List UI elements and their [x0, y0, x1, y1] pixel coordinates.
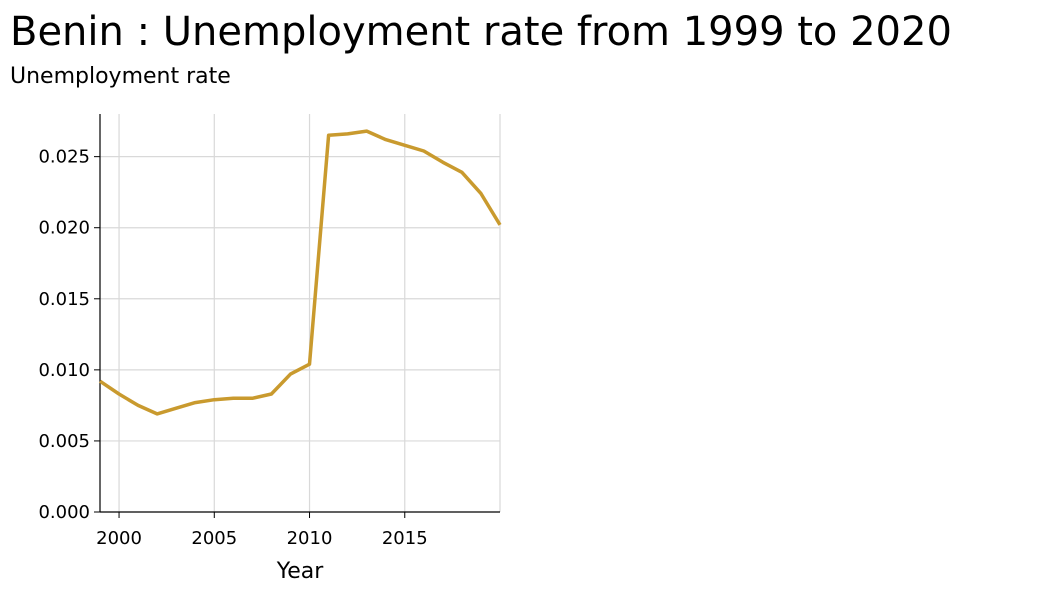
- y-tick-label: 0.000: [38, 502, 90, 523]
- x-tick-label: 2015: [382, 528, 428, 549]
- chart-title: Benin : Unemployment rate from 1999 to 2…: [10, 9, 952, 55]
- series-line: [99, 129, 502, 416]
- y-tick-label: 0.015: [38, 289, 90, 310]
- axes: [94, 114, 500, 518]
- x-tick-label: 2000: [96, 528, 142, 549]
- y-tick-label: 0.010: [38, 360, 90, 381]
- grid-lines: [100, 114, 501, 512]
- x-tick-label: 2010: [287, 528, 333, 549]
- y-tick-label: 0.005: [38, 431, 90, 452]
- x-axis-title: Year: [276, 559, 325, 584]
- y-tick-label: 0.020: [38, 218, 90, 239]
- tick-labels: 0.000 0.005 0.010 0.015 0.020 0.025 2000 2005 20…: [38, 147, 427, 549]
- y-tick-label: 0.025: [38, 147, 90, 168]
- x-tick-label: 2005: [191, 528, 237, 549]
- chart-subtitle: Unemployment rate: [10, 64, 231, 89]
- series-layer: [99, 129, 502, 416]
